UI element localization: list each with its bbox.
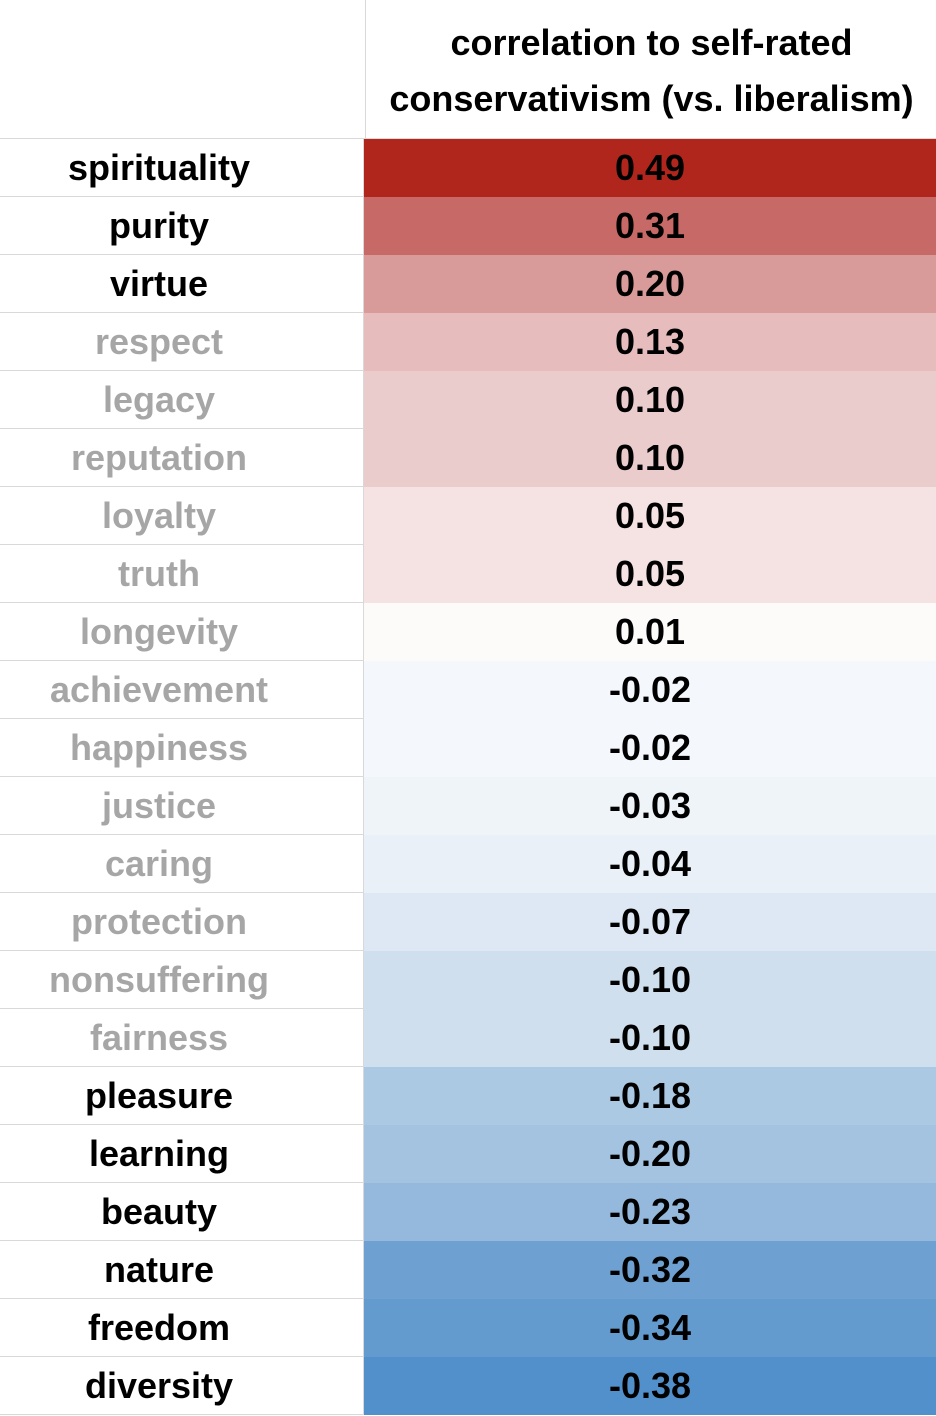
table-row: caring -0.04: [0, 835, 936, 893]
row-value-cell: -0.10: [364, 1009, 936, 1067]
row-value-cell: 0.10: [364, 371, 936, 429]
row-label: fairness: [0, 1009, 364, 1067]
row-label: beauty: [0, 1183, 364, 1241]
row-value-cell: 0.13: [364, 313, 936, 371]
row-value-cell: -0.02: [364, 719, 936, 777]
row-label: respect: [0, 313, 364, 371]
table-row: beauty -0.23: [0, 1183, 936, 1241]
table-row: pleasure -0.18: [0, 1067, 936, 1125]
row-label: legacy: [0, 371, 364, 429]
row-value-cell: 0.05: [364, 487, 936, 545]
table-row: truth 0.05: [0, 545, 936, 603]
column-header-cell: correlation to self-rated conservativism…: [365, 0, 936, 138]
row-value-cell: 0.01: [364, 603, 936, 661]
row-value-cell: -0.18: [364, 1067, 936, 1125]
row-label: reputation: [0, 429, 364, 487]
table-row: respect 0.13: [0, 313, 936, 371]
column-header: correlation to self-rated conservativism…: [389, 11, 913, 127]
table-row: loyalty 0.05: [0, 487, 936, 545]
table-row: reputation 0.10: [0, 429, 936, 487]
table-row: virtue 0.20: [0, 255, 936, 313]
table-row: spirituality 0.49: [0, 139, 936, 197]
row-label: justice: [0, 777, 364, 835]
row-label: protection: [0, 893, 364, 951]
table-row: achievement -0.02: [0, 661, 936, 719]
table-row: learning -0.20: [0, 1125, 936, 1183]
row-label: nature: [0, 1241, 364, 1299]
row-value-cell: -0.02: [364, 661, 936, 719]
row-value-cell: 0.20: [364, 255, 936, 313]
header-empty-cell: [0, 0, 364, 138]
row-value-cell: -0.07: [364, 893, 936, 951]
row-value-cell: 0.10: [364, 429, 936, 487]
row-label: pleasure: [0, 1067, 364, 1125]
table-row: diversity -0.38: [0, 1357, 936, 1415]
table-row: legacy 0.10: [0, 371, 936, 429]
table-body: spirituality 0.49 purity 0.31 virtue 0.20 resp…: [0, 139, 936, 1415]
row-value-cell: 0.31: [364, 197, 936, 255]
table-row: fairness -0.10: [0, 1009, 936, 1067]
row-label: happiness: [0, 719, 364, 777]
row-value-cell: -0.10: [364, 951, 936, 1009]
row-value-cell: 0.49: [364, 139, 936, 197]
row-value-cell: -0.03: [364, 777, 936, 835]
row-label: freedom: [0, 1299, 364, 1357]
column-header-line-1: correlation to self-rated: [450, 22, 853, 63]
row-value-cell: -0.34: [364, 1299, 936, 1357]
row-label: spirituality: [0, 139, 364, 197]
table-row: freedom -0.34: [0, 1299, 936, 1357]
row-value-cell: -0.23: [364, 1183, 936, 1241]
row-value-cell: -0.04: [364, 835, 936, 893]
row-label: purity: [0, 197, 364, 255]
row-label: achievement: [0, 661, 364, 719]
row-value-cell: 0.05: [364, 545, 936, 603]
row-label: caring: [0, 835, 364, 893]
row-value-cell: -0.32: [364, 1241, 936, 1299]
row-label: truth: [0, 545, 364, 603]
table-row: longevity 0.01: [0, 603, 936, 661]
row-label: learning: [0, 1125, 364, 1183]
row-value-cell: -0.38: [364, 1357, 936, 1415]
header-row: correlation to self-rated conservativism…: [0, 0, 936, 139]
table-row: nonsuffering -0.10: [0, 951, 936, 1009]
row-value-cell: -0.20: [364, 1125, 936, 1183]
table-row: happiness -0.02: [0, 719, 936, 777]
table-row: protection -0.07: [0, 893, 936, 951]
table-row: purity 0.31: [0, 197, 936, 255]
column-header-line-2: conservativism (vs. liberalism): [389, 78, 914, 119]
table-row: justice -0.03: [0, 777, 936, 835]
row-label: loyalty: [0, 487, 364, 545]
row-label: virtue: [0, 255, 364, 313]
table-row: nature -0.32: [0, 1241, 936, 1299]
row-label: longevity: [0, 603, 364, 661]
row-label: diversity: [0, 1357, 364, 1415]
row-label: nonsuffering: [0, 951, 364, 1009]
